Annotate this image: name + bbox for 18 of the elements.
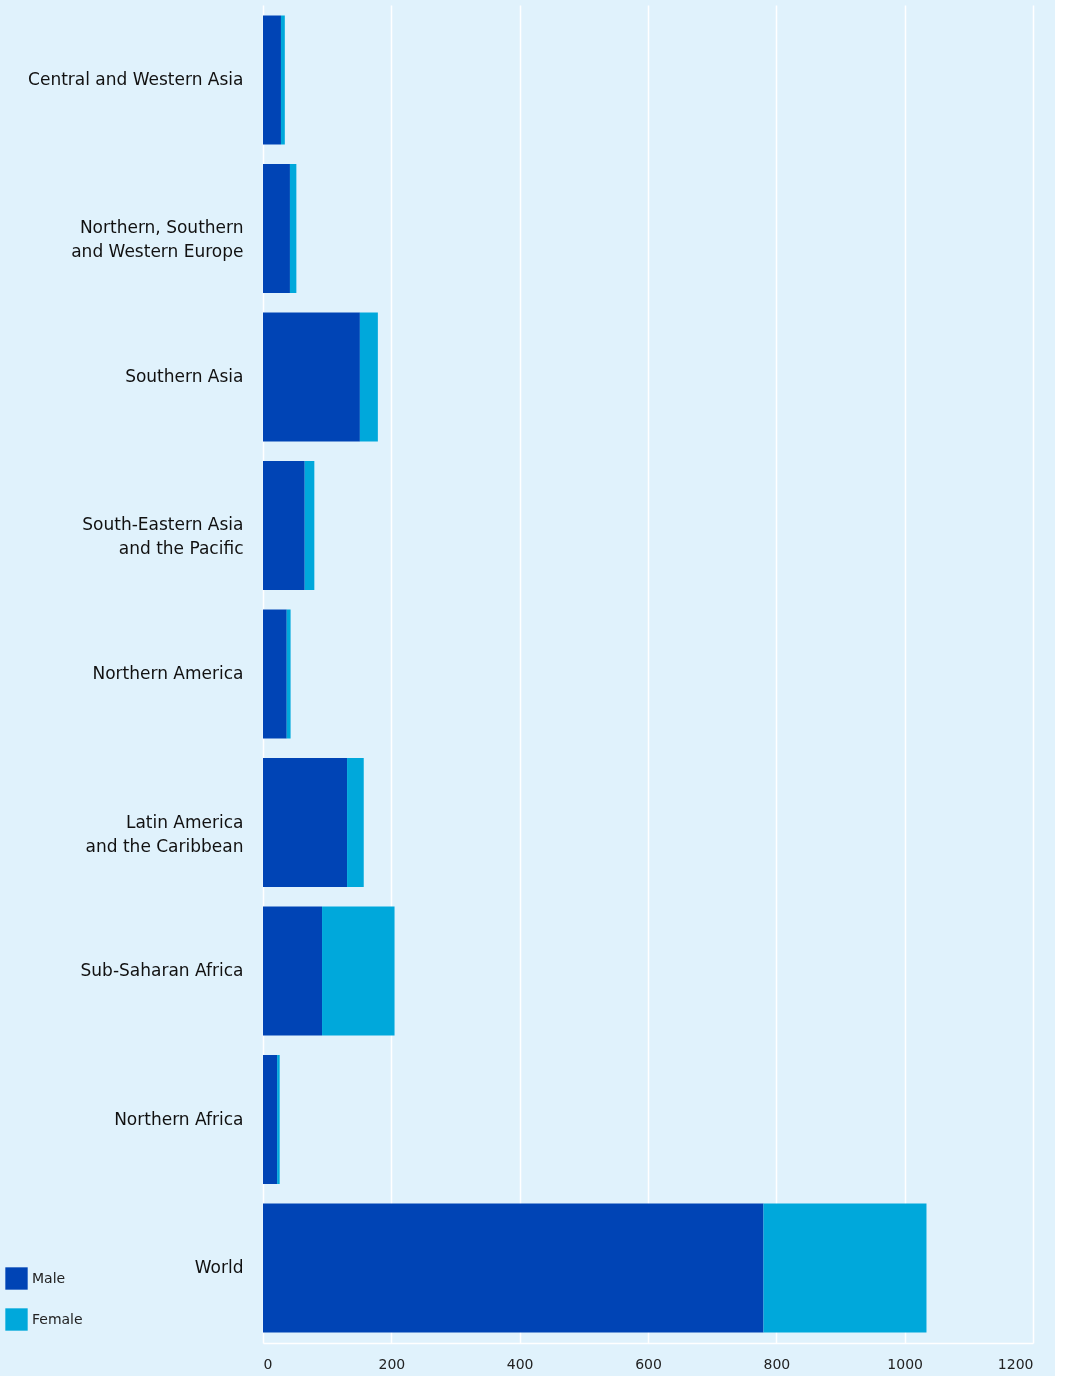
legend-label: Female — [32, 1310, 83, 1327]
x-tick-label: 600 — [635, 1355, 662, 1372]
y-tick-label: Northern Africa — [114, 1108, 244, 1129]
y-tick-label: South-Eastern Asia and the Pacific — [82, 514, 244, 559]
y-tick-label: Central and Western Asia — [28, 68, 244, 89]
x-tick-label: 0 — [263, 1355, 273, 1372]
legend-label: Male — [32, 1269, 66, 1286]
x-tick-label: 1200 — [997, 1355, 1034, 1372]
y-tick-label: Latin America and the Caribbean — [85, 811, 244, 856]
y-tick-label: Southern Asia — [125, 366, 244, 386]
x-tick-label: 400 — [506, 1355, 534, 1372]
y-tick-label: Northern America — [92, 663, 244, 683]
y-tick-label: World — [194, 1257, 244, 1278]
x-tick-label: 1000 — [887, 1355, 923, 1372]
y-tick-label: Sub-Saharan Africa — [80, 960, 244, 980]
x-tick-label: 800 — [763, 1355, 791, 1372]
y-tick-label: Northern, Southern and Western Europe — [71, 217, 244, 262]
x-tick-label: 200 — [378, 1355, 406, 1372]
